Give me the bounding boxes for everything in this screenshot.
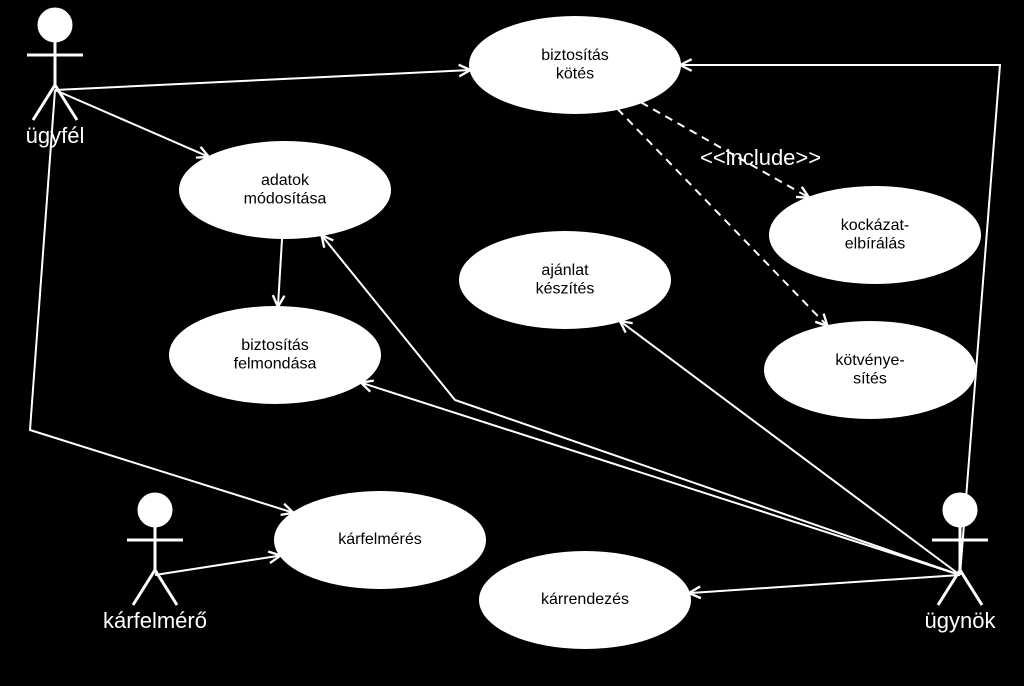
usecase-label-uc_right2: sítés xyxy=(853,370,887,387)
usecase-label-uc_left2: biztosítás xyxy=(241,337,309,354)
usecase-label-uc_left2: felmondása xyxy=(234,355,317,372)
usecase-label-uc_right2: kötvénye- xyxy=(835,352,904,369)
usecase-label-uc_right1: kockázat- xyxy=(841,217,909,234)
actor-label-ugyfel: ügyfél xyxy=(26,123,85,148)
usecase-uc_right2: kötvénye-sítés xyxy=(765,322,975,418)
usecase-label-uc_bm: kárrendezés xyxy=(541,591,629,608)
usecase-label-uc_left1: módosítása xyxy=(244,190,327,207)
usecase-uc_mid: ajánlatkészítés xyxy=(460,232,670,328)
usecase-label-uc_top: biztosítás xyxy=(541,47,609,64)
use-case-diagram: biztosításkötésadatokmódosításabiztosítá… xyxy=(0,0,1024,686)
usecase-label-uc_mid: ajánlat xyxy=(541,262,589,279)
usecase-label-uc_right1: elbírálás xyxy=(845,235,905,252)
usecase-label-uc_mid: készítés xyxy=(536,280,595,297)
usecase-label-uc_bl: kárfelmérés xyxy=(338,531,422,548)
usecase-uc_bm: kárrendezés xyxy=(480,552,690,648)
usecase-uc_top: biztosításkötés xyxy=(470,17,680,113)
usecase-label-uc_top: kötés xyxy=(556,65,594,82)
stereotype-label-0: <<include>> xyxy=(700,145,821,170)
actor-label-karfelmero: kárfelmérő xyxy=(103,608,207,633)
usecase-uc_bl: kárfelmérés xyxy=(275,492,485,588)
usecase-uc_right1: kockázat-elbírálás xyxy=(770,187,980,283)
usecase-uc_left1: adatokmódosítása xyxy=(180,142,390,238)
actor-label-ugynok: ügynök xyxy=(925,608,997,633)
usecase-label-uc_left1: adatok xyxy=(261,172,310,189)
usecase-uc_left2: biztosításfelmondása xyxy=(170,307,380,403)
